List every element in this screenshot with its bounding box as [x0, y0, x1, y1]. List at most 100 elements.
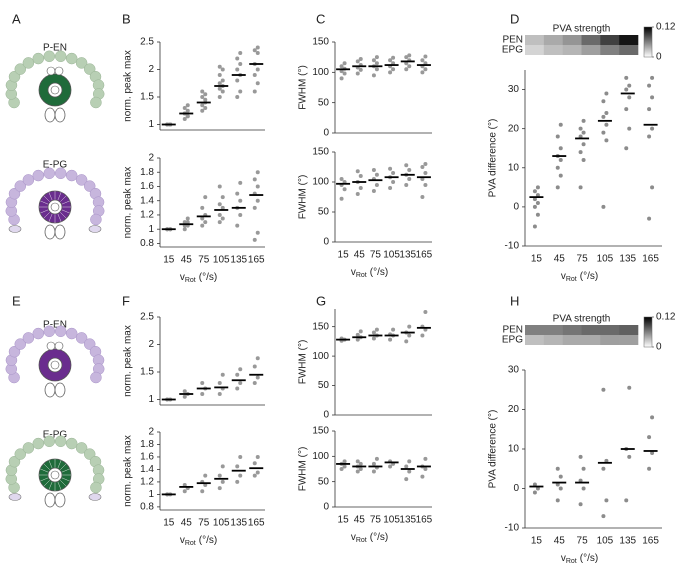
y-tick-label: 1.4	[140, 195, 154, 206]
data-point	[371, 330, 376, 335]
y-tick-label: 150	[312, 147, 329, 158]
data-point	[220, 195, 225, 200]
data-point	[578, 185, 583, 190]
data-point	[342, 459, 347, 464]
x-tick-label: 15	[531, 536, 543, 547]
y-tick-label: 1	[148, 394, 154, 405]
data-point	[388, 166, 393, 171]
data-point	[601, 204, 606, 209]
data-point	[217, 381, 222, 385]
glomerulus	[22, 174, 35, 186]
y-tick-label: 1.8	[140, 439, 154, 450]
heatmap-cell	[581, 325, 601, 335]
data-point	[371, 58, 376, 63]
data-point	[238, 62, 243, 66]
x-tick-label: 75	[198, 255, 210, 266]
data-point	[532, 204, 537, 209]
x-tick-label: 75	[577, 536, 589, 547]
data-point	[200, 223, 205, 228]
heatmap-cell	[525, 35, 545, 45]
eb-wedge	[43, 211, 51, 219]
heatmap-cell	[543, 35, 563, 45]
y-tick-label: 0.8	[140, 502, 154, 513]
x-tick-label: 45	[554, 536, 566, 547]
heatmap-cell	[543, 45, 563, 55]
y-tick-label: 1	[148, 119, 154, 130]
x-label-unit: (°/s)	[370, 267, 388, 278]
data-point	[203, 473, 208, 478]
data-point	[255, 356, 260, 361]
data-point	[420, 165, 425, 169]
heatmap-cell	[581, 45, 601, 55]
x-tick-label: 105	[213, 518, 230, 529]
data-point	[404, 67, 409, 72]
data-point	[558, 146, 563, 151]
data-point	[200, 89, 205, 94]
data-point	[235, 56, 240, 61]
x-tick-label: 165	[416, 250, 433, 261]
x-axis-label: vRot (°/s)	[180, 272, 217, 284]
heatmap-cell	[562, 335, 582, 345]
data-point	[624, 107, 629, 112]
data-point	[200, 103, 205, 108]
y-tick-label: 10	[508, 444, 520, 455]
data-point	[339, 76, 344, 81]
data-point	[217, 73, 222, 77]
x-tick-label: 105	[597, 536, 614, 547]
data-point	[374, 61, 379, 66]
data-point	[601, 466, 606, 471]
y-tick-label: -10	[505, 523, 520, 534]
x-tick-label: 165	[248, 518, 265, 529]
eb-wedge	[61, 477, 70, 482]
data-point	[255, 230, 260, 235]
x-tick-label: 135	[619, 254, 636, 265]
data-point	[235, 464, 240, 469]
x-tick-label: 135	[619, 536, 636, 547]
y-tick-label: 1	[148, 489, 154, 500]
data-point	[535, 185, 540, 190]
data-point	[624, 146, 629, 151]
eb-hole	[47, 82, 63, 98]
y-axis-label: PVA difference (°)	[488, 119, 499, 198]
x-label-sub: Rot	[566, 558, 577, 565]
eb-wedge	[59, 479, 67, 487]
y-tick-label: -10	[505, 241, 520, 252]
glomerulus	[90, 371, 102, 384]
data-point	[255, 198, 260, 203]
data-point	[423, 54, 428, 59]
x-axis-label: vRot (°/s)	[351, 267, 388, 279]
y-tick-label: 1.5	[140, 92, 154, 103]
data-point	[358, 67, 363, 72]
colorbar	[643, 316, 653, 348]
eb-wedge	[40, 477, 49, 482]
data-point	[358, 56, 363, 61]
eb-wedge	[57, 192, 62, 201]
glomerulus	[75, 332, 88, 344]
data-point	[627, 385, 632, 390]
data-point	[355, 59, 360, 64]
data-point	[252, 461, 257, 466]
data-point	[555, 482, 560, 487]
eb-inner	[50, 360, 60, 370]
y-tick-label: 1.4	[140, 464, 154, 475]
data-point	[650, 450, 655, 455]
data-point	[185, 103, 190, 108]
x-label-sub: Rot	[185, 277, 196, 284]
data-point	[255, 67, 260, 72]
data-point	[391, 55, 396, 60]
data-point	[238, 180, 243, 185]
heatmap-cell	[600, 335, 620, 345]
y-axis-label: norm. peak max	[123, 435, 134, 507]
colorbar-tick-label: 0.12	[656, 312, 676, 323]
data-point	[423, 309, 428, 314]
data-point	[407, 324, 412, 329]
eb-hole	[47, 199, 63, 215]
data-point	[371, 189, 376, 193]
nodulus	[54, 107, 66, 123]
data-point	[355, 71, 360, 76]
data-point	[342, 61, 347, 66]
data-point	[220, 89, 225, 94]
glomerulus	[75, 57, 88, 69]
data-point	[404, 55, 409, 60]
